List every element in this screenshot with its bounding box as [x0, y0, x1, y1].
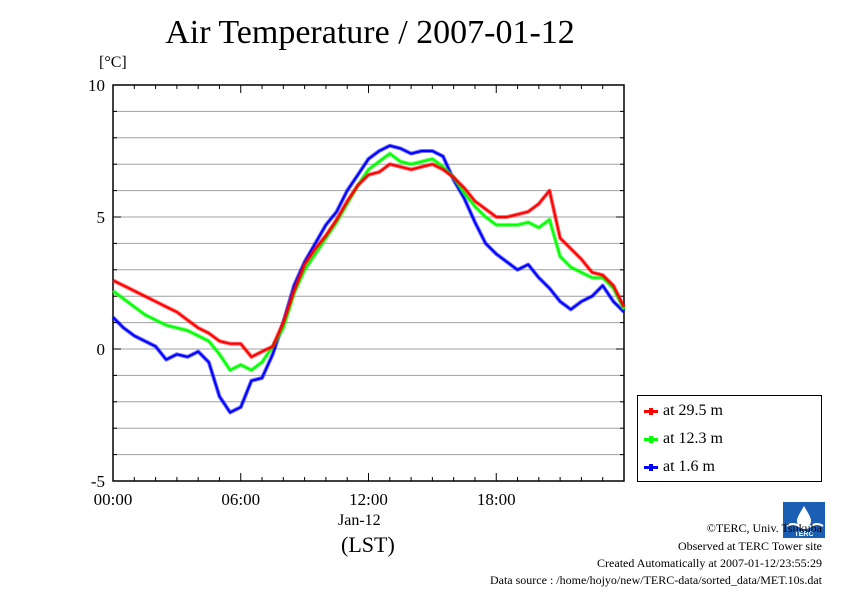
plot-frame	[112, 84, 625, 482]
footer-copyright: ©TERC, Univ. Tsukuba	[706, 521, 822, 535]
chart-title: Air Temperature / 2007-01-12	[165, 14, 575, 51]
chart-legend: at 29.5 m at 12.3 m at 1.6 m	[637, 395, 822, 482]
legend-label: at 29.5 m	[663, 402, 723, 419]
y-tick-label: -5	[91, 472, 105, 491]
series-line-glow	[111, 151, 626, 373]
series-line	[112, 163, 625, 358]
y-tick-label: 5	[97, 208, 106, 227]
legend-label: at 1.6 m	[663, 458, 715, 475]
footer-created: Created Automatically at 2007-01-12/23:5…	[597, 556, 822, 570]
x-tick-label: 00:00	[94, 490, 133, 509]
legend-item-29-5m: at 29.5 m	[644, 400, 723, 422]
y-tick-label: 10	[88, 76, 105, 95]
x-tick-label: 18:00	[477, 490, 516, 509]
footer-observed: Observed at TERC Tower site	[677, 539, 822, 553]
y-axis-unit: [°C]	[99, 54, 127, 71]
logo-text: TERC	[794, 531, 813, 538]
legend-label: at 12.3 m	[663, 430, 723, 447]
x-tick-label: 12:00	[349, 490, 388, 509]
series-line	[112, 152, 625, 372]
legend-swatch-green	[644, 435, 658, 443]
legend-item-1-6m: at 1.6 m	[644, 456, 715, 478]
footer-source: Data source : /home/hojyo/new/TERC-data/…	[489, 573, 822, 587]
x-axis-label: (LST)	[341, 532, 395, 557]
series-line-glow	[111, 143, 626, 415]
legend-swatch-red	[644, 407, 658, 415]
x-axis-date-label: Jan-12	[338, 512, 381, 529]
legend-item-12-3m: at 12.3 m	[644, 428, 723, 450]
y-tick-label: 0	[97, 340, 106, 359]
legend-swatch-blue	[644, 463, 658, 471]
series-line	[112, 144, 625, 414]
x-tick-label: 06:00	[221, 490, 260, 509]
terc-logo: TERC	[783, 502, 825, 538]
